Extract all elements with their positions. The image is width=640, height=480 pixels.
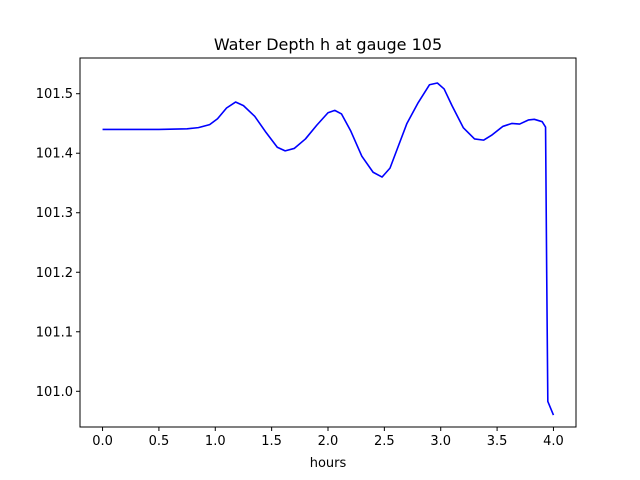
x-tick-label: 4.0 [543, 434, 564, 449]
x-tick-label: 3.5 [487, 434, 508, 449]
y-tick-label: 101.3 [36, 206, 73, 221]
x-tick-label: 1.0 [205, 434, 226, 449]
y-axis: 101.0 101.1 101.2 101.3 101.4 101.5 [36, 87, 80, 400]
y-tick-label: 101.1 [36, 325, 73, 340]
series-line-0 [102, 82, 555, 416]
y-tick-label: 101.2 [36, 266, 73, 281]
y-tick-label: 101.5 [36, 87, 73, 102]
x-axis-label: hours [310, 456, 347, 471]
x-tick-label: 2.5 [374, 434, 395, 449]
x-tick-label: 1.5 [261, 434, 282, 449]
x-tick-label: 0.0 [92, 434, 113, 449]
plot-area [102, 82, 555, 416]
y-tick-label: 101.4 [36, 147, 73, 162]
x-axis: 0.0 0.5 1.0 1.5 2.0 2.5 3.0 3.5 4.0 [92, 427, 564, 449]
y-tick-label: 101.0 [36, 385, 73, 400]
x-tick-label: 2.0 [318, 434, 339, 449]
chart-title: Water Depth h at gauge 105 [214, 35, 442, 54]
x-tick-label: 0.5 [149, 434, 170, 449]
x-tick-label: 3.0 [430, 434, 451, 449]
